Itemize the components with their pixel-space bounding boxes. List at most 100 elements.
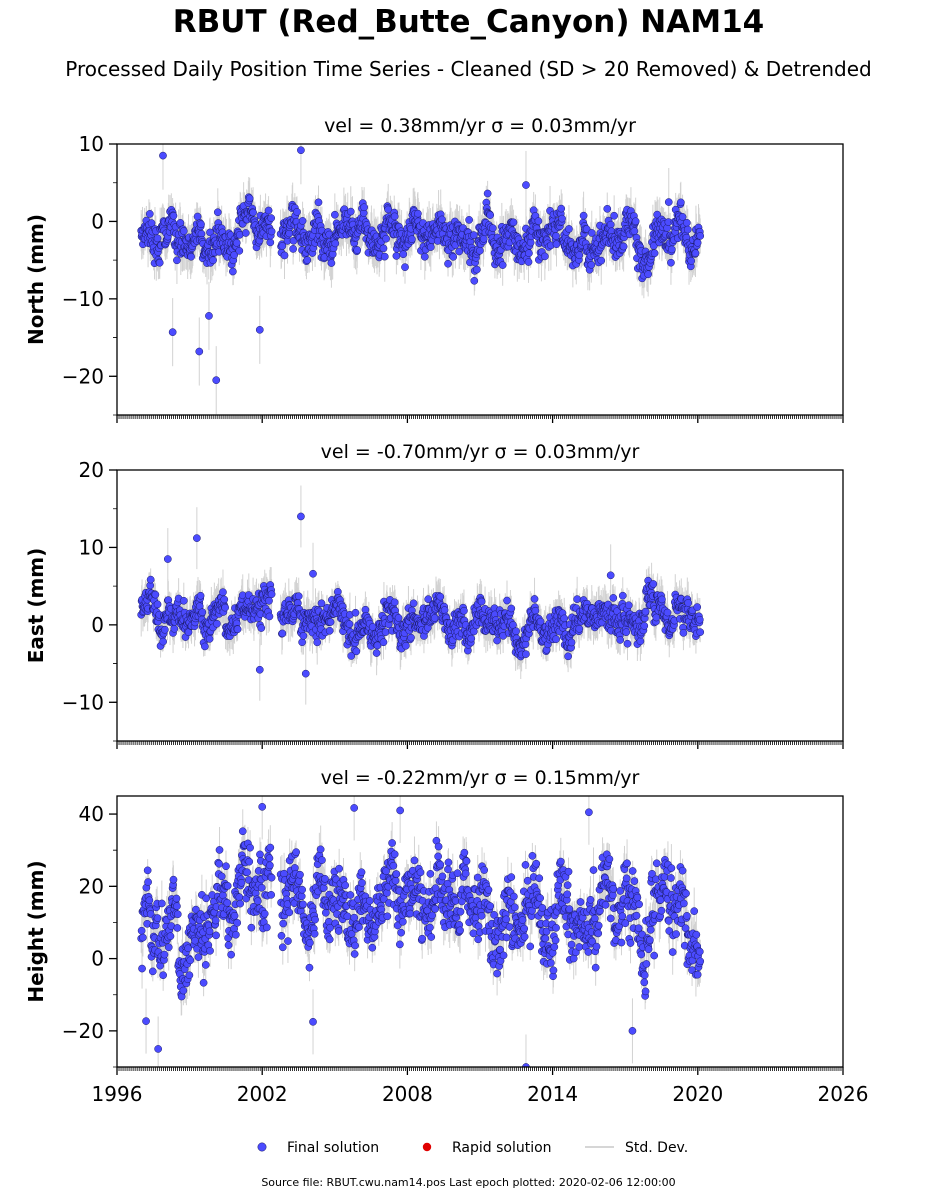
final-solution-point (522, 650, 530, 658)
final-solution-point (486, 211, 495, 219)
final-solution-point (159, 151, 167, 160)
final-solution-point (198, 608, 207, 617)
final-solution-point (325, 626, 334, 635)
final-solution-point (493, 636, 501, 645)
final-solution-point (372, 649, 381, 657)
final-solution-point (351, 608, 360, 617)
final-solution-point (630, 227, 639, 235)
final-solution-point (235, 246, 244, 255)
final-solution-point (650, 249, 659, 258)
final-solution-point (476, 246, 484, 255)
final-solution-point (265, 596, 273, 605)
final-solution-point (151, 590, 160, 599)
final-solution-point (488, 224, 497, 232)
chart-title: RBUT (Red_Butte_Canyon) NAM14 (172, 4, 765, 40)
final-solution-point (187, 252, 195, 261)
final-solution-point (507, 604, 516, 613)
plot-area-east (137, 485, 705, 705)
final-solution-point (299, 631, 308, 640)
final-solution-point (610, 211, 619, 220)
final-solution-point (249, 208, 257, 217)
panel-title-north: vel = 0.38mm/yr σ = 0.03mm/yr (324, 115, 636, 137)
final-solution-point (265, 612, 274, 621)
std-dev-bars-north (140, 144, 701, 415)
final-solution-point (221, 603, 229, 612)
final-solution-point (677, 198, 685, 207)
final-solution-point (414, 209, 422, 218)
final-solution-point (297, 146, 305, 155)
final-solution-point (392, 252, 401, 260)
final-solution-point (314, 198, 323, 207)
plot-frame-north (116, 143, 844, 416)
final-solution-point (470, 231, 478, 239)
final-solution-point (390, 212, 399, 221)
final-solution-point (232, 239, 241, 247)
final-solution-point (678, 213, 687, 221)
final-solution-point (193, 212, 202, 221)
final-solution-point (303, 256, 312, 264)
final-solution-point (401, 263, 409, 272)
final-solution-point (379, 244, 388, 253)
final-solution-point (582, 225, 591, 233)
final-solution-point (587, 260, 596, 269)
final-solution-point (573, 595, 581, 603)
final-solution-point (169, 211, 178, 220)
final-solution-point (477, 597, 486, 606)
final-solution-point (176, 219, 185, 227)
final-solution-point (409, 599, 418, 608)
final-solution-point (465, 216, 473, 224)
final-solution-point (579, 211, 588, 220)
final-solution-point (280, 251, 289, 260)
final-solution-point (381, 628, 390, 636)
final-solution-point (524, 258, 533, 266)
final-solution-point (379, 638, 388, 647)
y-tick-label: 10 (79, 132, 104, 156)
final-solution-point (384, 205, 393, 214)
final-solution-point (179, 596, 188, 605)
final-solution-point (241, 229, 250, 237)
final-solution-point (267, 590, 276, 599)
final-solution-point (575, 251, 584, 260)
final-solution-point (230, 251, 239, 259)
final-solution-point (509, 621, 517, 629)
final-solution-point (408, 235, 416, 244)
final-solution-point (683, 225, 692, 234)
final-solution-point (347, 652, 356, 660)
final-solution-point (667, 245, 676, 254)
final-solution-point (436, 592, 445, 601)
final-solution-point (298, 638, 306, 647)
final-solution-point (360, 203, 368, 212)
final-solution-point (209, 256, 217, 265)
final-solution-point (530, 595, 539, 603)
final-solution-point (449, 253, 458, 261)
final-solution-point (294, 592, 303, 601)
final-solution-point (170, 624, 179, 633)
final-solution-point (267, 214, 276, 222)
final-solution-point (179, 227, 188, 235)
final-solution-point (153, 234, 162, 243)
final-solution-point (229, 267, 237, 276)
final-solution-point (420, 252, 429, 261)
final-solution-point (649, 241, 658, 250)
final-solution-point (525, 249, 533, 258)
final-solution-point (557, 204, 566, 213)
final-solution-point (205, 635, 214, 643)
final-solution-point (541, 252, 549, 261)
y-tick-label: −20 (62, 364, 104, 388)
final-solution-point (352, 647, 361, 656)
final-solution-point (201, 642, 209, 651)
final-solution-point (345, 620, 354, 628)
final-solution-point (399, 250, 408, 259)
final-solution-point (173, 256, 181, 265)
final-solution-point (390, 598, 399, 607)
final-solution-point (444, 259, 452, 268)
final-solution-point (691, 249, 700, 258)
final-solution-point (212, 376, 221, 385)
final-solution-point (534, 217, 543, 225)
final-solution-point (552, 635, 560, 644)
final-solution-point (567, 638, 576, 647)
final-solution-point (479, 235, 488, 243)
final-solution-point (440, 606, 449, 614)
final-solution-point (233, 625, 242, 634)
